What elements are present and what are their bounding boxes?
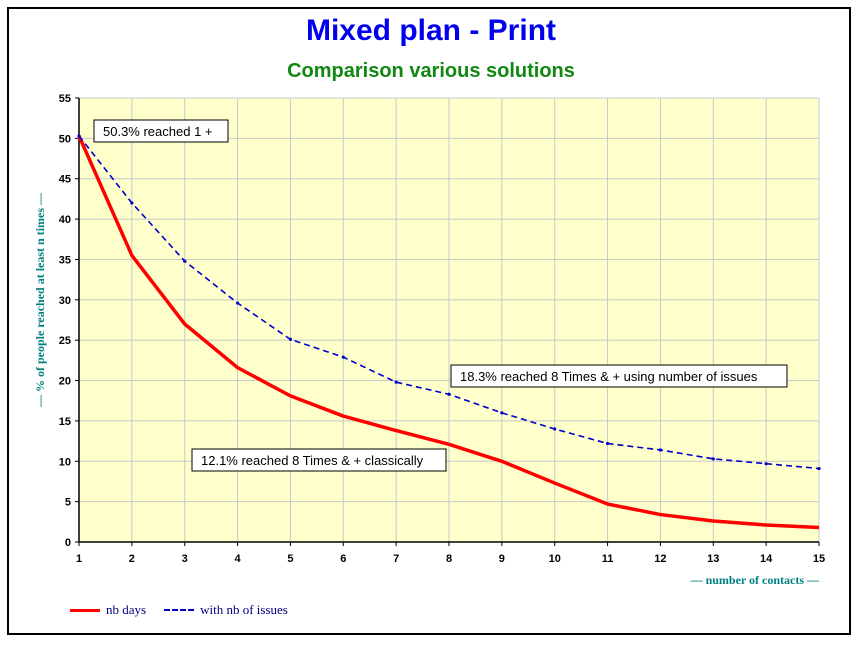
annotation-text: 18.3% reached 8 Times & + using number o… xyxy=(460,369,758,384)
legend-label-issues: with nb of issues xyxy=(200,602,288,617)
chart-title: Mixed plan - Print xyxy=(305,14,557,47)
x-tick-label: 1 xyxy=(76,553,82,565)
x-tick-label: 6 xyxy=(340,553,346,565)
y-tick-label: 0 xyxy=(65,537,71,549)
y-tick-label: 5 xyxy=(65,497,71,509)
y-tick-label: 55 xyxy=(59,93,71,105)
x-tick-label: 11 xyxy=(602,553,614,565)
legend-label-nb-days: nb days xyxy=(106,602,147,617)
series-point-1 xyxy=(447,392,451,396)
series-point-1 xyxy=(817,466,821,471)
legend-item-issues: with nb of issues xyxy=(164,602,288,618)
series-line-0 xyxy=(77,135,820,530)
x-tick-label: 4 xyxy=(235,553,242,565)
y-tick-label: 15 xyxy=(59,416,71,428)
series-point-1 xyxy=(553,427,557,431)
series-point-1 xyxy=(658,448,663,452)
series-point-1 xyxy=(764,462,768,466)
x-tick-label: 10 xyxy=(549,553,561,565)
series-point-1 xyxy=(341,355,345,359)
x-axis-label: — number of contacts — xyxy=(690,573,820,587)
x-tick-label: 14 xyxy=(760,553,773,565)
series-point-1 xyxy=(183,259,187,263)
series-point-1 xyxy=(77,134,81,138)
series-point-1 xyxy=(500,411,504,415)
series-point-1 xyxy=(605,441,610,446)
legend: nb days with nb of issues xyxy=(70,602,306,618)
y-tick-label: 40 xyxy=(59,214,71,226)
y-tick-label: 25 xyxy=(59,335,71,347)
x-tick-label: 7 xyxy=(393,553,399,565)
annotation-box xyxy=(450,364,788,388)
series-point-1 xyxy=(288,337,293,341)
annotation-text: 50.3% reached 1 + xyxy=(103,124,213,139)
legend-swatch-issues xyxy=(164,609,195,611)
y-tick-label: 20 xyxy=(59,376,71,388)
y-axis-label: — % of people reached at least n times — xyxy=(33,192,47,408)
y-tick-label: 30 xyxy=(59,295,71,307)
y-tick-label: 35 xyxy=(59,254,71,266)
x-tick-label: 5 xyxy=(287,553,293,565)
annotation-text: 12.1% reached 8 Times & + classically xyxy=(201,453,424,468)
legend-swatch-nb-days xyxy=(70,608,100,612)
y-tick-label: 45 xyxy=(59,174,71,186)
x-tick-label: 2 xyxy=(129,553,135,565)
x-tick-label: 13 xyxy=(707,553,719,565)
series-point-1 xyxy=(394,380,398,384)
series-point-1 xyxy=(235,301,240,305)
annotation-box xyxy=(93,119,229,143)
x-tick-label: 9 xyxy=(499,553,505,565)
x-tick-label: 15 xyxy=(813,553,825,565)
chart-subtitle: Comparison various solutions xyxy=(287,60,575,82)
series-point-1 xyxy=(711,457,715,461)
x-tick-label: 8 xyxy=(446,553,452,565)
y-tick-label: 10 xyxy=(59,456,71,468)
annotation-box xyxy=(191,448,447,472)
legend-item-nb-days: nb days xyxy=(70,602,146,618)
y-tick-label: 50 xyxy=(59,133,71,145)
x-tick-label: 12 xyxy=(654,553,666,565)
series-point-1 xyxy=(130,201,134,205)
x-tick-label: 3 xyxy=(182,553,188,565)
